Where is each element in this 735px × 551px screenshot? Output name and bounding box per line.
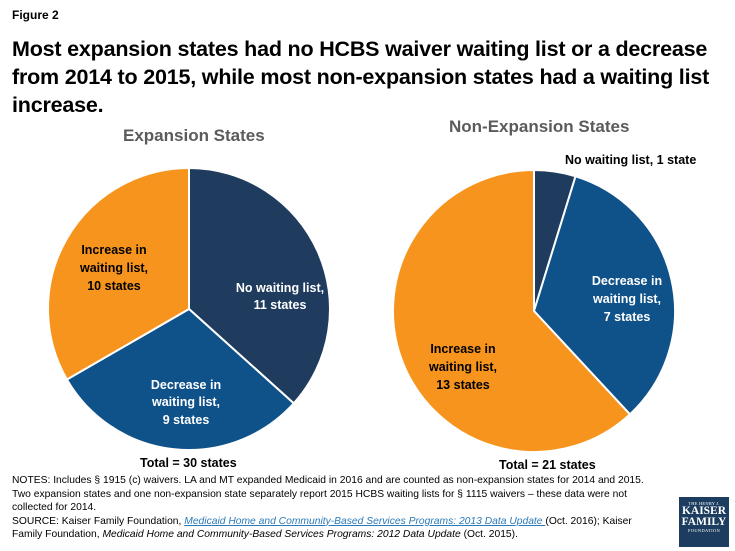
non-expansion-pie [392,168,676,453]
logo-line-3: FAMILY [681,516,727,528]
source-end: (Oct. 2015). [460,529,518,541]
exp-slice-no-waiting [188,166,331,405]
exp-decrease-value: 9 states [163,413,210,427]
expansion-states-title: Expansion States [123,126,265,145]
nonexp-increase-label-2: waiting list, [428,360,497,374]
exp-slice-decrease [65,307,296,451]
nonexp-slice-decrease [532,175,676,416]
nonexp-decrease-label-2: waiting list, [592,292,661,306]
nonexp-decrease-label-1: Decrease in [592,274,662,288]
source-title-2: Medicaid Home and Community-Based Servic… [102,529,461,541]
exp-decrease-label-1: Decrease in [151,378,221,392]
logo-line-4: FOUNDATION [688,528,720,533]
nonexp-decrease-value: 7 states [604,310,651,324]
nonexp-no-waiting-label: No waiting list, 1 state [565,153,696,167]
notes-text: NOTES: Includes § 1915 (c) waivers. LA a… [12,475,644,514]
non-expansion-states-title: Non-Expansion States [449,117,630,136]
expansion-pie [47,166,331,451]
source-link[interactable]: Medicaid Home and Community-Based Servic… [184,515,546,527]
exp-increase-label-1: Increase in [81,243,146,257]
nonexp-increase-value: 13 states [436,378,490,392]
chart-headline: Most expansion states had no HCBS waiver… [12,37,710,117]
exp-no-waiting-value: 11 states [254,298,307,312]
non-expansion-total: Total = 21 states [499,458,596,472]
source-mid: (Oct. 2016); Kaiser Family Foundation, [12,515,632,541]
kff-logo: THE HENRY J. KAISER FAMILY FOUNDATION [679,497,729,547]
figure-label: Figure 2 [12,8,59,22]
expansion-total: Total = 30 states [140,456,237,470]
logo-line-2: KAISER [681,505,727,517]
exp-no-waiting-label: No waiting list, [236,281,324,295]
source-prefix: SOURCE: Kaiser Family Foundation, [12,515,185,527]
logo-line-1: THE HENRY J. [688,501,720,506]
notes: NOTES: Includes § 1915 (c) waivers. LA a… [12,474,662,542]
exp-slice-increase [47,166,190,381]
nonexp-increase-label-1: Increase in [430,342,495,356]
exp-decrease-label-2: waiting list, [151,395,220,409]
nonexp-slice-increase [392,168,632,453]
exp-increase-label-2: waiting list, [79,261,148,275]
exp-increase-value: 10 states [87,279,141,293]
